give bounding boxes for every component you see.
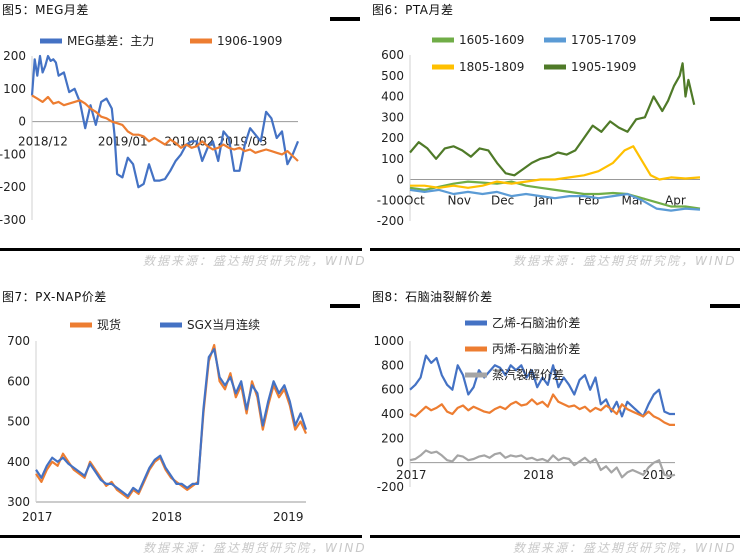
legend-label: 1905-1909 [571,60,636,74]
series-line [409,449,676,479]
series-line [409,62,696,177]
x-tick-label: Nov [448,193,471,207]
chart-panel-meg: 图5：MEG月差 200 100 0 -100 -200 -300 2018/12 2019/… [0,0,370,270]
series-line [35,348,308,498]
series-line [409,393,675,426]
divider-line [0,248,362,251]
x-tick-label: Oct [404,193,425,207]
y-tick-label: 600 [381,48,404,62]
panel-title: 图7：PX-NAP价差 [2,290,107,304]
panel-title: 图5：MEG月差 [2,3,89,17]
series-line [409,354,675,418]
x-tick-label: 2018 [152,510,183,524]
y-tick-label: 100 [381,152,404,166]
legend-label: 丙烯-石脑油价差 [492,342,580,356]
source-note: 数据来源：盛达期货研究院，WIND [143,541,367,555]
series-line [409,180,701,210]
y-tick-label: 0 [396,173,404,187]
x-tick-label: 2019 [273,510,304,524]
x-tick-label: Dec [491,193,514,207]
title-bar [330,17,360,21]
series-line [409,188,701,212]
y-tick-label: 400 [7,455,30,469]
y-tick-label: 400 [381,90,404,104]
divider-line [370,248,740,251]
y-tick-label: -100 [0,147,26,161]
y-tick-label: 500 [381,69,404,83]
x-tick-label: Apr [665,193,686,207]
x-tick-label: 2017 [22,510,53,524]
series-line [31,94,299,162]
title-bar [330,304,360,308]
y-tick-label: 500 [7,415,30,429]
legend-label: 蒸汽裂解价差 [492,367,564,382]
y-tick-label: 1000 [373,334,404,348]
y-tick-label: 0 [18,115,26,129]
y-tick-label: 800 [381,358,404,372]
y-tick-label: 200 [381,431,404,445]
divider-line [0,535,362,538]
y-tick-label: -200 [377,214,404,228]
legend-label: 现货 [97,317,121,332]
x-tick-label: 2018 [523,468,554,482]
title-bar [710,304,740,308]
y-tick-label: 300 [381,110,404,124]
panel-title: 图8：石脑油裂解价差 [372,290,493,304]
divider-line [370,535,740,538]
y-tick-label: 700 [7,334,30,348]
x-tick-label: 2019 [643,468,674,482]
legend-label: 1805-1809 [459,60,524,74]
y-tick-label: -200 [0,180,26,194]
chart-panel-pta: 图6：PTA月差 600 500 400 300 200 100 0 -100 -200 Oct N… [370,0,740,270]
y-tick-label: -300 [0,213,26,227]
source-note: 数据来源：盛达期货研究院，WIND [513,541,737,555]
legend-label: MEG基差：主力 [67,34,154,48]
x-tick-label: 2017 [396,468,427,482]
y-tick-label: -100 [377,193,404,207]
x-tick-label: 2019/01 [98,134,148,148]
chart-panel-naphtha: 图8：石脑油裂解价差 1000 800 600 400 200 0 -200 2017 2018… [370,287,740,557]
legend-label: SGX当月连续 [187,317,260,332]
source-note: 数据来源：盛达期货研究院，WIND [513,254,737,268]
y-tick-label: 400 [381,407,404,421]
y-tick-label: 600 [381,383,404,397]
y-tick-label: 200 [3,49,26,63]
y-tick-label: 300 [7,495,30,509]
legend-label: 1705-1709 [571,33,636,47]
y-tick-label: -200 [377,480,404,494]
panel-title: 图6：PTA月差 [372,3,454,17]
source-note: 数据来源：盛达期货研究院，WIND [143,254,367,268]
y-tick-label: 200 [381,131,404,145]
y-tick-label: 0 [396,456,404,470]
title-bar [710,17,740,21]
series-line [410,145,701,189]
legend-label: 1906-1909 [217,34,282,48]
y-tick-label: 600 [7,374,30,388]
legend-label: 乙烯-石脑油价差 [492,316,580,330]
series-line [30,54,300,189]
legend-label: 1605-1609 [459,33,524,47]
x-tick-label: 2018/12 [18,134,68,148]
chart-panel-px-nap: 图7：PX-NAP价差 700 600 500 400 300 2017 2018 2019 现… [0,287,370,557]
y-tick-label: 100 [3,82,26,96]
